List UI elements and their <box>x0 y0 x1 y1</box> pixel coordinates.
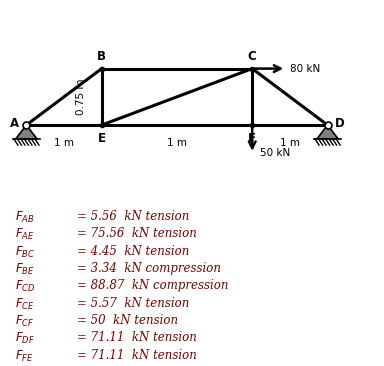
Text: A: A <box>10 117 19 130</box>
Text: E: E <box>98 132 106 145</box>
Text: $\it{F_{AE}}$: $\it{F_{AE}}$ <box>15 227 35 242</box>
Text: $\it{F_{BC}}$: $\it{F_{BC}}$ <box>15 244 35 259</box>
Text: = 71.11  kN tension: = 71.11 kN tension <box>77 349 197 362</box>
Text: 1 m: 1 m <box>167 138 187 148</box>
Text: $\it{F_{CE}}$: $\it{F_{CE}}$ <box>15 296 35 312</box>
Text: = 5.57  kN tension: = 5.57 kN tension <box>77 296 189 310</box>
Text: 1 m: 1 m <box>54 138 74 148</box>
Text: 80 kN: 80 kN <box>290 64 320 74</box>
Text: $\it{F_{FE}}$: $\it{F_{FE}}$ <box>15 349 34 364</box>
Text: C: C <box>248 51 257 63</box>
Text: = 4.45  kN tension: = 4.45 kN tension <box>77 244 189 258</box>
Text: = 50  kN tension: = 50 kN tension <box>77 314 178 327</box>
Text: $\it{F_{DF}}$: $\it{F_{DF}}$ <box>15 331 35 346</box>
Text: $\it{F_{AB}}$: $\it{F_{AB}}$ <box>15 210 35 225</box>
Text: D: D <box>335 117 345 130</box>
Polygon shape <box>16 125 37 139</box>
Text: $\it{F_{CD}}$: $\it{F_{CD}}$ <box>15 279 36 294</box>
Polygon shape <box>317 125 338 139</box>
Text: 50 kN: 50 kN <box>260 147 290 158</box>
Text: $\it{F_{BE}}$: $\it{F_{BE}}$ <box>15 262 35 277</box>
Text: = 75.56  kN tension: = 75.56 kN tension <box>77 227 197 240</box>
Text: 0.75 m: 0.75 m <box>76 79 86 115</box>
Text: = 88.87  kN compression: = 88.87 kN compression <box>77 279 228 292</box>
Text: B: B <box>97 51 106 63</box>
Text: = 3.34  kN compression: = 3.34 kN compression <box>77 262 221 275</box>
Text: = 5.56  kN tension: = 5.56 kN tension <box>77 210 189 223</box>
Text: = 71.11  kN tension: = 71.11 kN tension <box>77 331 197 344</box>
Text: $\it{F_{CF}}$: $\it{F_{CF}}$ <box>15 314 35 329</box>
Text: 1 m: 1 m <box>280 138 300 148</box>
Text: F: F <box>248 132 256 145</box>
